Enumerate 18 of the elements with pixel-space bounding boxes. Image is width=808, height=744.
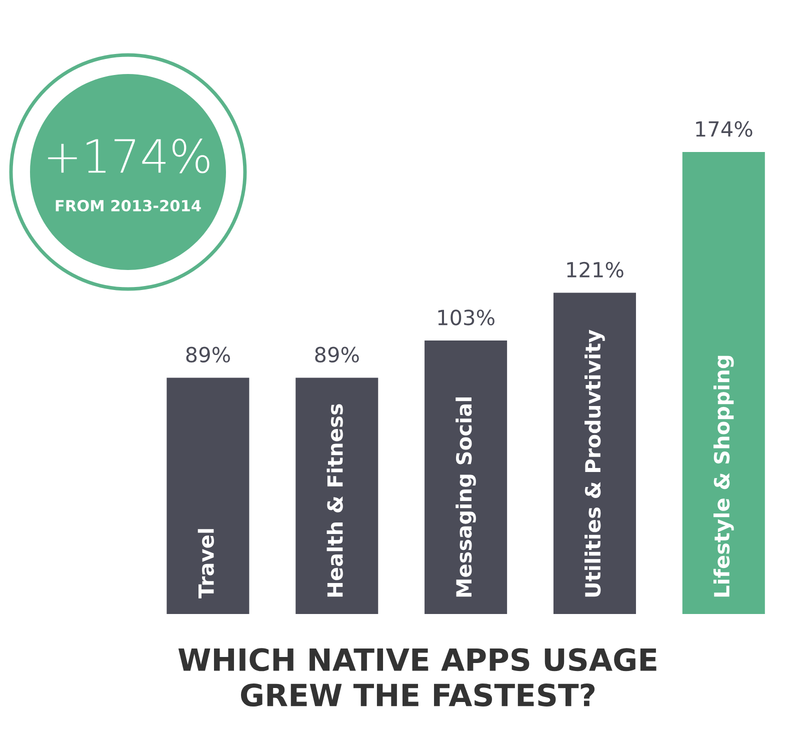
text: WHICH NATIVE APPS USAGE GREW THE FASTEST?	[178, 648, 656, 707]
x-tick-label: Travel	[198, 529, 214, 598]
bar	[424, 340, 508, 614]
data-label: 103%	[438, 310, 494, 326]
x-tick-label: Lifestyle & Shopping	[713, 356, 734, 597]
bar	[166, 378, 250, 614]
annotation: +174%	[48, 138, 210, 174]
annotation: FROM 2013-2014	[56, 200, 201, 212]
bar	[553, 292, 636, 614]
data-label: 89%	[186, 346, 230, 363]
bar	[682, 152, 765, 614]
x-tick-label: Utilities & Produvtivity	[584, 330, 605, 597]
x-tick-label: Messaging Social	[456, 397, 476, 597]
x-tick-label: Health & Fitness	[326, 404, 343, 597]
data-label: 121%	[567, 262, 624, 278]
bar	[296, 378, 378, 614]
data-label: 89%	[315, 346, 359, 363]
data-label: 174%	[696, 121, 752, 137]
